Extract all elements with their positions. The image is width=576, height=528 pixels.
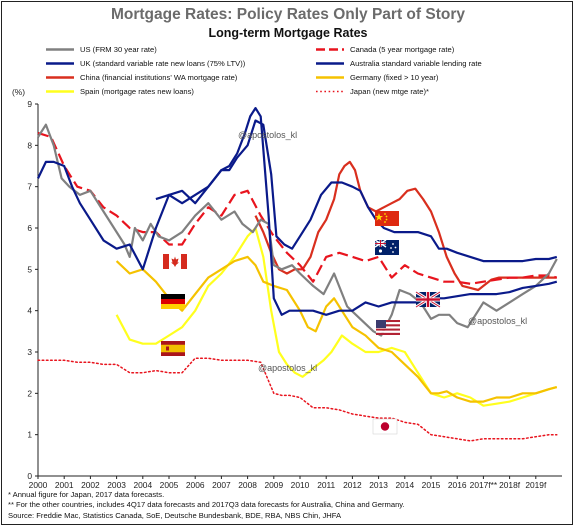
china-flag-icon (375, 211, 399, 226)
x-tick-label: 2003 (107, 480, 126, 490)
x-tick-label: 2014 (395, 480, 414, 490)
series-line-australia (155, 119, 558, 263)
legend-label: Spain (mortgage rates new loans) (80, 87, 194, 96)
x-tick-label: 2005 (160, 480, 179, 490)
x-tick-label: 2008 (238, 480, 257, 490)
legend-label: China (financial institutions' WA mortga… (80, 73, 238, 82)
legend-label: Germany (fixed > 10 year) (350, 73, 439, 82)
legend-swatch (316, 48, 344, 51)
japan-flag-icon (372, 418, 398, 435)
legend-label: UK (standard variable rate new loans (75… (80, 59, 246, 68)
series-line-canada (37, 131, 558, 285)
series-line-china (254, 160, 557, 292)
x-tick-label: 2012 (343, 480, 362, 490)
series-line-japan (37, 357, 558, 442)
x-tick-label: 2009 (264, 480, 283, 490)
x-tick-label: 2017f** (470, 480, 498, 490)
y-tick-label: 5 (27, 264, 32, 274)
x-tick-label: 2004 (133, 480, 152, 490)
legend-swatch (316, 90, 344, 93)
legend-label: Canada (5 year mortgage rate) (350, 45, 455, 54)
australia-flag-icon (374, 239, 399, 255)
series-line-germany (115, 255, 558, 403)
x-tick-label: 2006 (186, 480, 205, 490)
y-tick-label: 9 (27, 99, 32, 109)
legend-label: Japan (new mtge rate)* (350, 87, 429, 96)
us-flag-icon (376, 320, 400, 335)
spain-flag-icon (161, 341, 185, 356)
watermark: @apostolos_kl (238, 130, 297, 140)
legend-swatch (316, 62, 344, 65)
legend-label: US (FRM 30 year rate) (80, 45, 157, 54)
y-tick-label: 8 (27, 140, 32, 150)
legend-swatch (316, 76, 344, 79)
watermark: @apostolos_kl (258, 363, 317, 373)
legend-swatch (46, 48, 74, 51)
series-line-uk (37, 106, 558, 316)
footnote-source: Source: Freddie Mac, Statistics Canada, … (8, 510, 342, 520)
x-tick-label: 2015 (422, 480, 441, 490)
footnotes: * Annual figure for Japan, 2017 data for… (8, 490, 568, 521)
x-tick-label: 2011 (317, 480, 335, 490)
y-tick-label: 2 (27, 388, 32, 398)
x-tick-label: 2002 (81, 480, 100, 490)
chart-subtitle: Long-term Mortgage Rates (208, 26, 368, 40)
y-axis-label: (%) (12, 87, 25, 97)
y-tick-label: 1 (27, 430, 32, 440)
x-tick-label: 2010 (291, 480, 310, 490)
y-tick-label: 6 (27, 223, 32, 233)
chart-legend: US (FRM 30 year rate) Canada (5 year mort… (44, 43, 554, 99)
x-tick-label: 2013 (369, 480, 388, 490)
y-tick-label: 0 (27, 471, 32, 481)
x-tick-label: 2001 (55, 480, 74, 490)
series-line-us (37, 123, 558, 337)
x-tick-label: 2018f (499, 480, 521, 490)
legend-swatch (46, 76, 74, 79)
legend-label: Australia standard variable lending rate (350, 59, 482, 68)
legend-swatch (46, 90, 74, 93)
chart-title: Mortgage Rates: Policy Rates Only Part o… (110, 6, 465, 23)
uk-flag-icon (415, 290, 441, 309)
y-tick-label: 3 (27, 347, 32, 357)
y-tick-label: 7 (27, 182, 32, 192)
x-tick-label: 2016 (448, 480, 467, 490)
footnote-japan: * Annual figure for Japan, 2017 data for… (8, 490, 165, 499)
y-tick-label: 4 (27, 306, 32, 316)
germany-flag-icon (161, 294, 185, 309)
x-tick-label: 2007 (212, 480, 231, 490)
x-tick-label: 2000 (29, 480, 48, 490)
watermark: @apostolos_kl (468, 316, 527, 326)
canada-flag-icon (163, 254, 187, 269)
footnote-forecasts: ** For the other countries, includes 4Q1… (8, 500, 405, 510)
x-tick-label: 2019f (525, 480, 547, 490)
legend-swatch (46, 62, 74, 65)
series-line-spain (115, 226, 558, 407)
